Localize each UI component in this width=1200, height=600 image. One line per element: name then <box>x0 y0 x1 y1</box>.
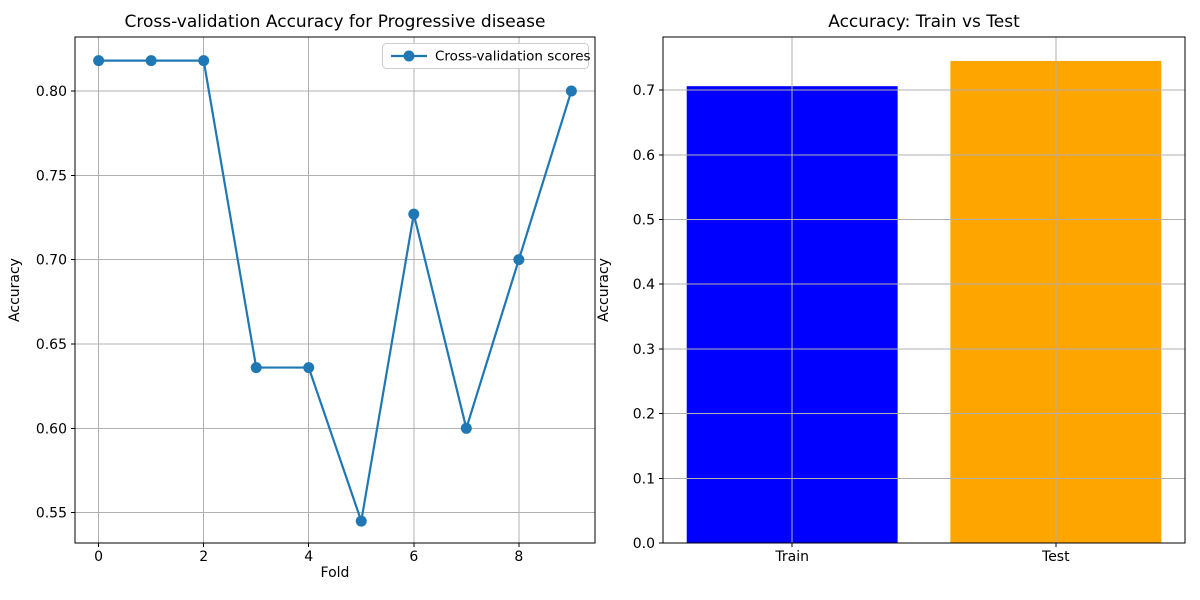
tick-labels: Train Test 0.0 0.1 0.2 0.3 0.4 0.5 0.6 0.7 <box>633 83 1070 565</box>
cv-scores-markers <box>93 55 577 527</box>
tick-marks <box>71 90 520 547</box>
right-chart-title: Accuracy: Train vs Test <box>828 12 1020 32</box>
axes-frame <box>662 36 1186 544</box>
data-point-marker <box>198 55 210 67</box>
x-tick-label: Test <box>1041 549 1070 565</box>
cv-scores-line <box>98 59 573 523</box>
x-tick-label: 0 <box>94 549 103 565</box>
y-tick-label: 0.60 <box>36 421 67 437</box>
x-tick-label: 6 <box>409 549 418 565</box>
y-tick-label: 0.0 <box>633 536 655 552</box>
data-point-marker <box>355 515 367 527</box>
y-tick-label: 0.5 <box>633 212 655 228</box>
data-point-marker <box>408 208 420 220</box>
x-tick-label: 8 <box>514 549 523 565</box>
y-tick-label: 0.80 <box>36 84 67 100</box>
x-tick-label: Train <box>774 549 809 565</box>
x-tick-label: 4 <box>304 549 313 565</box>
right-chart-ylabel: Accuracy <box>596 258 612 322</box>
legend-marker-icon <box>403 50 415 62</box>
y-tick-label: 0.6 <box>633 148 655 164</box>
data-point-marker <box>145 55 157 67</box>
data-point-marker <box>93 55 105 67</box>
tick-labels: 0 2 4 6 8 0.55 0.60 0.65 0.70 0.75 0.80 <box>36 84 523 565</box>
left-chart-ylabel: Accuracy <box>7 258 23 322</box>
left-chart-title: Cross-validation Accuracy for Progressiv… <box>125 12 546 32</box>
y-tick-label: 0.7 <box>633 83 655 99</box>
data-point-marker <box>565 85 577 97</box>
cross-validation-line-chart: 0 2 4 6 8 0.55 0.60 0.65 0.70 0.75 0.80 <box>36 36 596 565</box>
bars <box>686 60 1162 544</box>
x-tick-label: 2 <box>199 549 208 565</box>
y-tick-label: 0.4 <box>633 277 655 293</box>
legend-label: Cross-validation scores <box>435 49 591 65</box>
train-test-bar-chart: Train Test 0.0 0.1 0.2 0.3 0.4 0.5 0.6 0.7 <box>633 36 1186 565</box>
axes-frame <box>74 36 596 544</box>
y-tick-label: 0.3 <box>633 342 655 358</box>
legend: Cross-validation scores <box>382 43 591 69</box>
grid-lines <box>75 37 595 543</box>
y-tick-label: 0.2 <box>633 407 655 423</box>
tick-marks <box>659 89 1057 547</box>
data-point-marker <box>303 362 315 374</box>
y-tick-label: 0.55 <box>36 506 67 522</box>
data-point-marker <box>460 422 472 434</box>
left-chart-xlabel: Fold <box>321 565 350 581</box>
y-tick-label: 0.65 <box>36 337 67 353</box>
data-point-marker <box>513 254 525 266</box>
legend-box <box>382 43 589 69</box>
data-point-marker <box>250 362 262 374</box>
y-tick-label: 0.1 <box>633 471 655 487</box>
y-tick-label: 0.70 <box>36 253 67 269</box>
y-tick-label: 0.75 <box>36 168 67 184</box>
